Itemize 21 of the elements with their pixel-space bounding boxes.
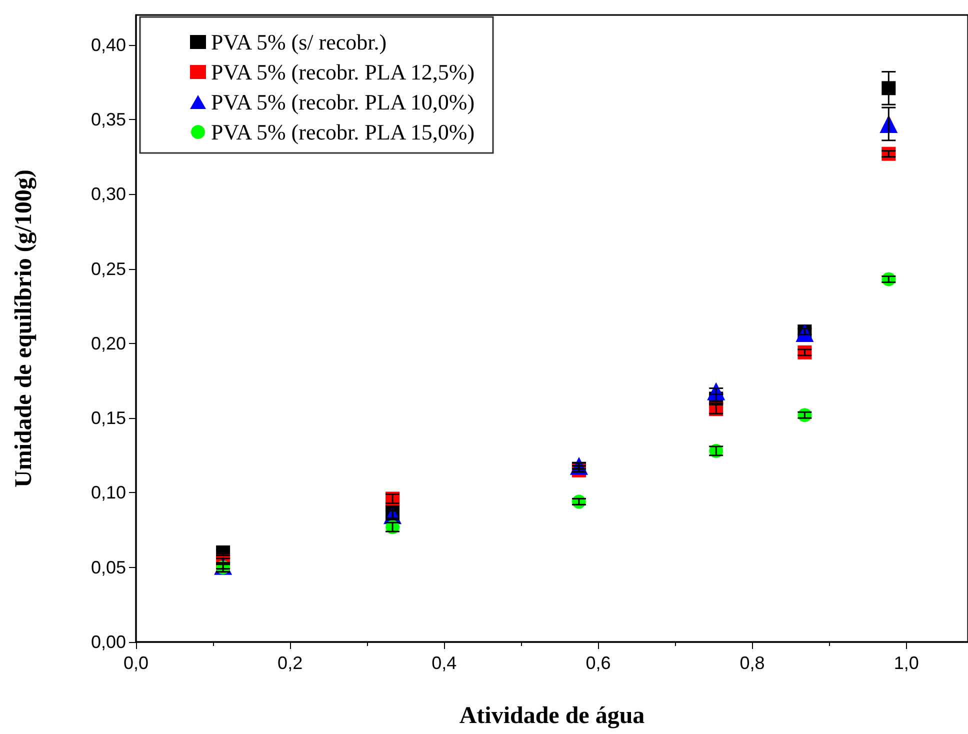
legend-label: PVA 5% (recobr. PLA 12,5%) bbox=[211, 60, 475, 84]
x-tick-label: 0,0 bbox=[123, 653, 149, 673]
x-tick-label: 0,6 bbox=[586, 653, 611, 673]
legend-label: PVA 5% (recobr. PLA 15,0%) bbox=[211, 120, 475, 144]
y-tick-label: 0,10 bbox=[90, 482, 126, 503]
y-tick-label: 0,25 bbox=[90, 258, 126, 279]
x-axis-title: Atividade de água bbox=[459, 703, 645, 729]
x-tick-label: 0,2 bbox=[278, 653, 303, 673]
x-tick-label: 0,8 bbox=[740, 653, 765, 673]
y-tick-label: 0,20 bbox=[90, 333, 126, 354]
y-tick-label: 0,35 bbox=[90, 110, 126, 130]
y-tick-label: 0,00 bbox=[90, 632, 126, 652]
y-tick-label: 0,15 bbox=[90, 408, 126, 428]
x-tick-label: 1,0 bbox=[894, 653, 919, 673]
legend-label: PVA 5% (s/ recobr.) bbox=[211, 30, 387, 54]
x-tick-label: 0,4 bbox=[432, 653, 457, 673]
y-tick-label: 0,05 bbox=[90, 557, 126, 578]
legend-label: PVA 5% (recobr. PLA 10,0%) bbox=[211, 90, 475, 114]
y-axis-title: Umidade de equilíbrio (g/100g) bbox=[11, 169, 37, 488]
y-tick-label: 0,40 bbox=[90, 34, 126, 55]
y-tick-label: 0,30 bbox=[90, 184, 126, 204]
